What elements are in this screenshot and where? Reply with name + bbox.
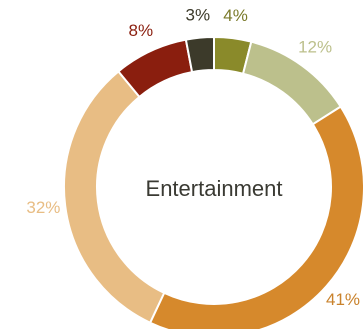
- slices-group: [63, 35, 363, 329]
- slice-label-32: 32%: [26, 198, 60, 217]
- center-label: Entertainment: [146, 176, 283, 201]
- slice-label-12: 12%: [298, 37, 332, 56]
- labels-group: 4% 12% 41% 32% 8% 3%: [26, 5, 360, 309]
- slice-label-3: 3%: [186, 5, 211, 24]
- slice-label-8: 8%: [129, 21, 154, 40]
- slice-label-4: 4%: [223, 6, 248, 25]
- slice-label-41: 41%: [326, 290, 360, 309]
- donut-slice-3: [184, 35, 215, 74]
